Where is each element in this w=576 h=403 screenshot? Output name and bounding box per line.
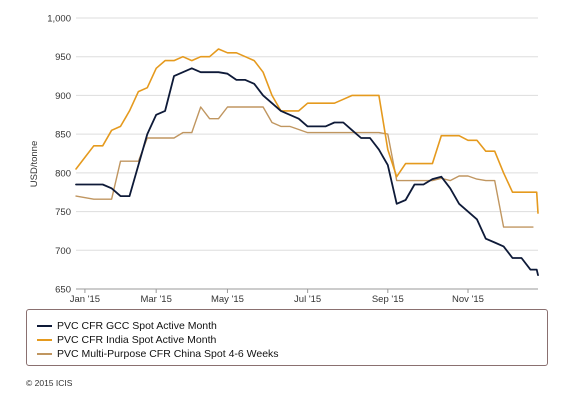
gridlines (76, 17, 538, 251)
x-tick-label: Nov '15 (452, 294, 484, 305)
legend-item-india[interactable]: PVC CFR India Spot Active Month (37, 332, 216, 348)
legend: PVC CFR GCC Spot Active Month PVC CFR In… (26, 309, 548, 366)
y-axis-label: USD/tonne (29, 141, 40, 187)
line-chart: 650 700 750 800 850 900 950 1,000 Jan '15 Mar '1… (29, 14, 539, 305)
y-tick-label: 1,000 (47, 14, 71, 25)
y-tick-label: 900 (55, 91, 71, 102)
series-line-gcc (75, 67, 539, 276)
x-tick-label: Sep '15 (372, 294, 404, 305)
legend-label: PVC Multi-Purpose CFR China Spot 4-6 Wee… (57, 348, 279, 360)
y-tick-label: 650 (55, 285, 71, 296)
legend-label: PVC CFR GCC Spot Active Month (57, 320, 217, 332)
series-lines (75, 48, 539, 276)
y-tick-label: 700 (55, 246, 71, 257)
y-tick-label: 850 (55, 130, 71, 141)
legend-swatch-china (37, 353, 52, 355)
x-tick-label: May '15 (211, 294, 244, 305)
y-tick-label: 750 (55, 207, 71, 218)
y-tick-label: 950 (55, 52, 71, 63)
legend-swatch-gcc (37, 325, 52, 327)
x-tick-label: Mar '15 (140, 294, 171, 305)
legend-label: PVC CFR India Spot Active Month (57, 334, 217, 346)
legend-swatch-india (37, 339, 52, 341)
series-line-china (75, 106, 534, 228)
legend-item-china[interactable]: PVC Multi-Purpose CFR China Spot 4-6 Wee… (37, 346, 279, 362)
y-axis-ticks: 650 700 750 800 850 900 950 1,000 (47, 14, 71, 296)
x-tick-label: Jan '15 (70, 294, 100, 305)
x-tick-label: Jul '15 (294, 294, 321, 305)
legend-item-gcc[interactable]: PVC CFR GCC Spot Active Month (37, 318, 217, 334)
y-tick-label: 800 (55, 168, 71, 179)
copyright-text: © 2015 ICIS (26, 378, 73, 388)
x-axis-ticks: Jan '15 Mar '15 May '15 Jul '15 Sep '15 Nov '… (70, 294, 484, 305)
axes (76, 288, 538, 293)
series-line-india (75, 48, 539, 214)
